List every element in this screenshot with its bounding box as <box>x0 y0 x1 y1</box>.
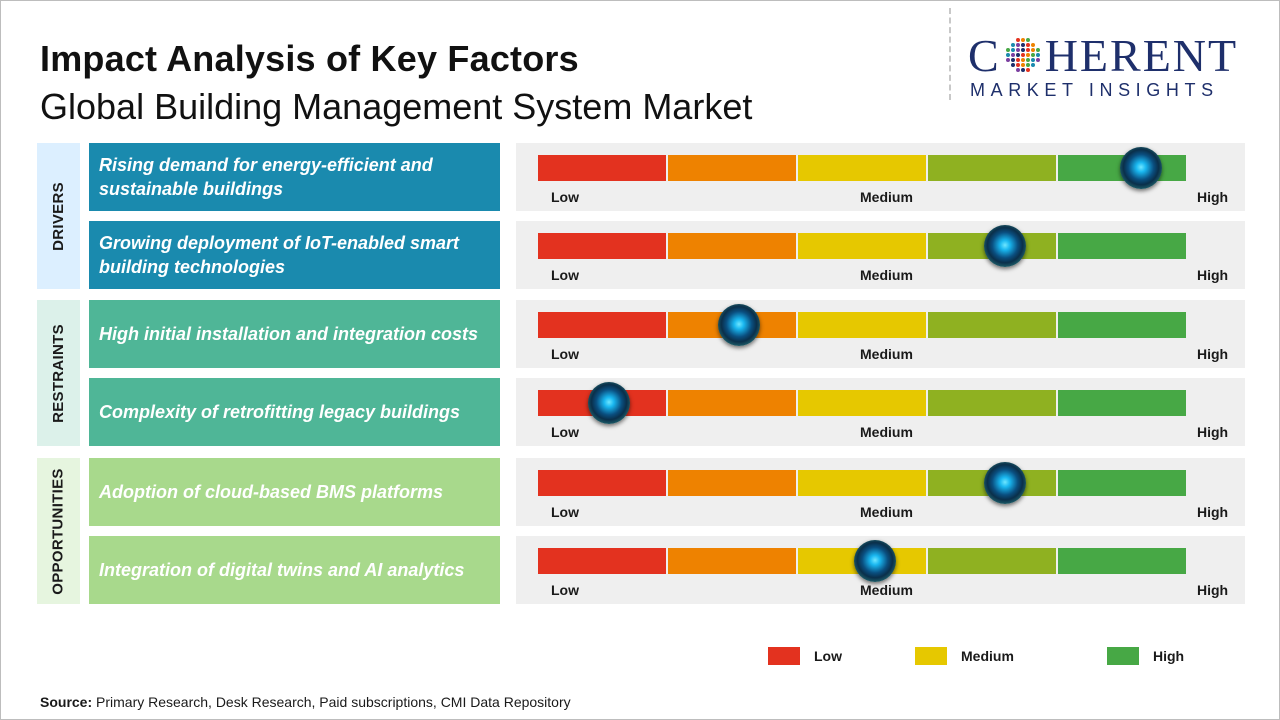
gauge-segment-5 <box>1058 548 1186 574</box>
gauge-segment-5 <box>1058 233 1186 259</box>
gauge-segment-2 <box>668 548 798 574</box>
gauge-segment-2 <box>668 470 798 496</box>
legend-label: Low <box>814 648 842 664</box>
factor-text: Rising demand for energy-efficient and s… <box>99 155 433 199</box>
logo-tagline: MARKET INSIGHTS <box>970 80 1219 100</box>
factor-box: Growing deployment of IoT-enabled smart … <box>89 221 500 289</box>
legend-item-low: Low <box>768 647 842 665</box>
gauge-segment-3 <box>798 233 928 259</box>
category-label-text: OPPORTUNITIES <box>50 467 68 595</box>
gauge-segment-1 <box>538 233 668 259</box>
factor-text: Growing deployment of IoT-enabled smart … <box>99 233 460 277</box>
gauge-label-high: High <box>1197 346 1229 362</box>
gauge-segment-2 <box>668 390 798 416</box>
impact-gauge: Low Medium High <box>516 536 1245 604</box>
factor-text: High initial installation and integratio… <box>99 324 479 344</box>
gauge-label-low: Low <box>551 346 579 362</box>
legend-item-medium: Medium <box>915 647 1014 665</box>
legend-swatch <box>1107 647 1139 665</box>
gauge-segment-1 <box>538 155 668 181</box>
logo-wordmark: C HERENT <box>968 30 1239 81</box>
impact-marker <box>853 540 896 582</box>
impact-gauge: Low Medium High <box>516 378 1245 446</box>
company-logo: C HERENT MARKET INSIGHTS <box>968 30 1263 100</box>
impact-marker <box>983 462 1026 504</box>
gauge-label-high: High <box>1197 189 1229 205</box>
gauge-bar <box>538 312 1186 338</box>
category-label-drivers: DRIVERS <box>37 143 80 289</box>
gauge-segment-3 <box>798 155 928 181</box>
legend-label: Medium <box>961 648 1014 664</box>
gauge-segment-3 <box>798 390 928 416</box>
gauge-label-medium: Medium <box>860 424 913 440</box>
gauge-label-medium: Medium <box>860 189 913 205</box>
factor-box: Complexity of retrofitting legacy buildi… <box>89 378 500 446</box>
legend-swatch <box>768 647 800 665</box>
impact-marker <box>1119 147 1162 189</box>
gauge-segment-1 <box>538 470 668 496</box>
gauge-label-low: Low <box>551 424 579 440</box>
page-subtitle: Global Building Management System Market <box>40 86 753 127</box>
gauge-label-medium: Medium <box>860 504 913 520</box>
gauge-segment-5 <box>1058 390 1186 416</box>
gauge-label-high: High <box>1197 267 1229 283</box>
legend-label: High <box>1153 648 1185 664</box>
legend-item-high: High <box>1107 647 1184 665</box>
gauge-segment-2 <box>668 233 798 259</box>
factor-box: Rising demand for energy-efficient and s… <box>89 143 500 211</box>
category-label-opportunities: OPPORTUNITIES <box>37 458 80 604</box>
gauge-bar <box>538 390 1186 416</box>
impact-gauge: Low Medium High <box>516 143 1245 211</box>
gauge-segment-4 <box>928 390 1058 416</box>
factor-box: High initial installation and integratio… <box>89 300 500 368</box>
gauge-segment-1 <box>538 312 668 338</box>
gauge-segment-4 <box>928 312 1058 338</box>
gauge-bar <box>538 470 1186 496</box>
impact-marker <box>588 382 631 424</box>
gauge-bar <box>538 155 1186 181</box>
gauge-label-high: High <box>1197 424 1229 440</box>
gauge-segment-3 <box>798 470 928 496</box>
factor-text: Complexity of retrofitting legacy buildi… <box>99 402 461 422</box>
gauge-segment-1 <box>538 548 668 574</box>
header-divider <box>949 8 951 100</box>
gauge-label-low: Low <box>551 582 579 598</box>
category-label-text: DRIVERS <box>50 181 67 251</box>
factor-box: Integration of digital twins and AI anal… <box>89 536 500 604</box>
gauge-label-medium: Medium <box>860 267 913 283</box>
impact-gauge: Low Medium High <box>516 221 1245 289</box>
legend-swatch <box>915 647 947 665</box>
category-label-text: RESTRAINTS <box>50 323 67 423</box>
source-text: Primary Research, Desk Research, Paid su… <box>92 694 571 710</box>
factor-text: Integration of digital twins and AI anal… <box>99 560 465 580</box>
gauge-segment-4 <box>928 155 1058 181</box>
logo-dots-icon <box>1005 38 1040 72</box>
impact-gauge: Low Medium High <box>516 300 1245 368</box>
gauge-segment-5 <box>1058 470 1186 496</box>
category-label-restraints: RESTRAINTS <box>37 300 80 446</box>
gauge-label-medium: Medium <box>860 582 913 598</box>
gauge-label-low: Low <box>551 504 579 520</box>
gauge-label-low: Low <box>551 267 579 283</box>
factor-box: Adoption of cloud-based BMS platforms <box>89 458 500 526</box>
impact-marker <box>717 304 760 346</box>
impact-marker <box>983 225 1026 267</box>
gauge-bar <box>538 233 1186 259</box>
gauge-label-medium: Medium <box>860 346 913 362</box>
gauge-segment-2 <box>668 155 798 181</box>
gauge-segment-5 <box>1058 312 1186 338</box>
gauge-label-low: Low <box>551 189 579 205</box>
gauge-label-high: High <box>1197 582 1229 598</box>
gauge-label-high: High <box>1197 504 1229 520</box>
page-title: Impact Analysis of Key Factors <box>40 38 579 79</box>
factor-text: Adoption of cloud-based BMS platforms <box>99 482 443 502</box>
gauge-segment-4 <box>928 548 1058 574</box>
source-label: Source: <box>40 694 93 710</box>
impact-gauge: Low Medium High <box>516 458 1245 526</box>
gauge-segment-3 <box>798 312 928 338</box>
source-note: Source: Primary Research, Desk Research,… <box>40 694 571 710</box>
